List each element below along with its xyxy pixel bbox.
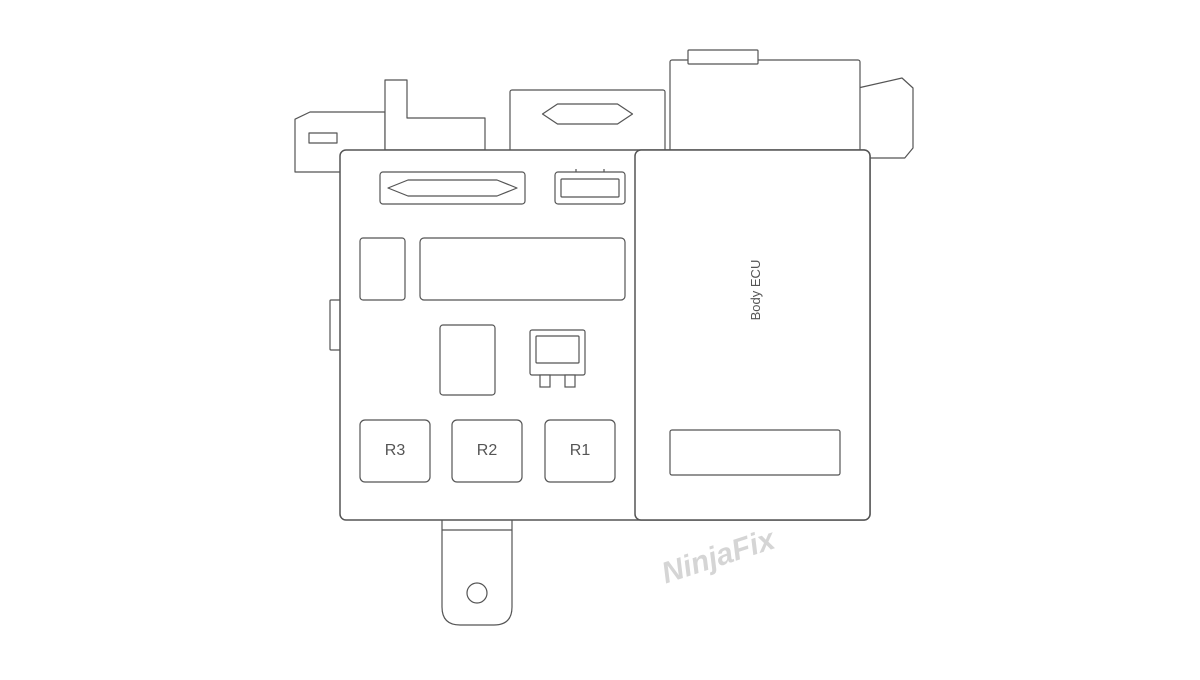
- body-ecu-label: Body ECU: [745, 250, 765, 330]
- relay-r2-label: R2: [452, 420, 522, 482]
- relay-r1-label: R1: [545, 420, 615, 482]
- diagram-svg: [0, 0, 1200, 680]
- diagram-canvas: R3 R2 R1 Body ECU NinjaFix: [0, 0, 1200, 680]
- relay-r3-label: R3: [360, 420, 430, 482]
